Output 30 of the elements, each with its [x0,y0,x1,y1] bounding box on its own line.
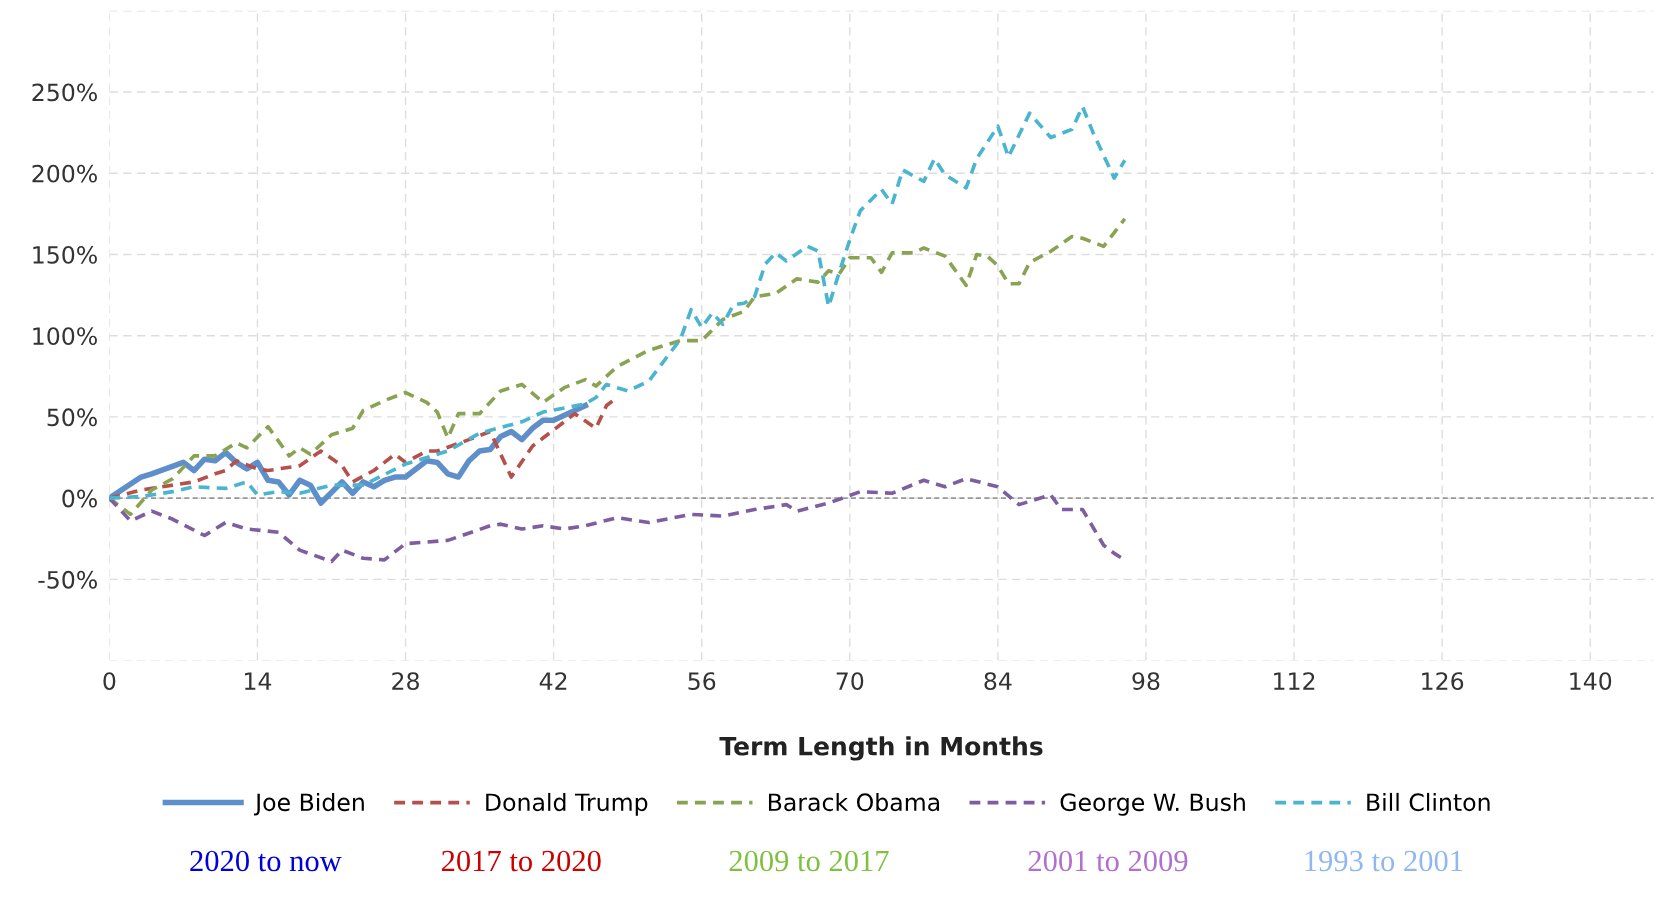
line-series [109,104,1127,500]
x-tick-label: 84 [984,672,1012,690]
x-axis-title: Term Length in Months [719,736,1043,761]
x-tick-label: 112 [1274,672,1315,690]
legend-label: Barack Obama [768,792,940,812]
y-tick-label: 200% [32,164,97,183]
legend-label: Joe Biden [253,792,364,816]
text: 2020 to now [190,850,342,872]
text: 2009 to 2017 [729,850,889,872]
y-tick-label: 150% [33,245,97,264]
y-tick-label: -50% [38,570,97,589]
x-tick-label: 98 [1132,672,1160,690]
y-tick-label: 0% [62,489,97,508]
x-tick-label: 56 [688,672,716,690]
text: 2017 to 2020 [441,850,601,872]
x-tick-label: 0 [103,672,116,690]
x-tick-label: 28 [392,672,419,690]
text: 2001 to 2009 [1028,850,1188,872]
x-tick-label: 140 [1570,672,1612,690]
y-tick-label: 50% [47,408,97,427]
legend-label: Bill Clinton [1367,792,1490,812]
y-tick-label: 100% [33,327,97,346]
y-tick-label: 250% [32,83,97,102]
legend-label: George W. Bush [1060,792,1245,816]
text: 1993 to 2001 [1305,850,1463,872]
legend-label: Donald Trump [486,792,648,816]
x-tick-label: 42 [539,672,567,690]
x-tick-label: 126 [1422,672,1464,690]
x-tick-label: 70 [836,672,864,690]
x-tick-label: 14 [245,672,272,690]
